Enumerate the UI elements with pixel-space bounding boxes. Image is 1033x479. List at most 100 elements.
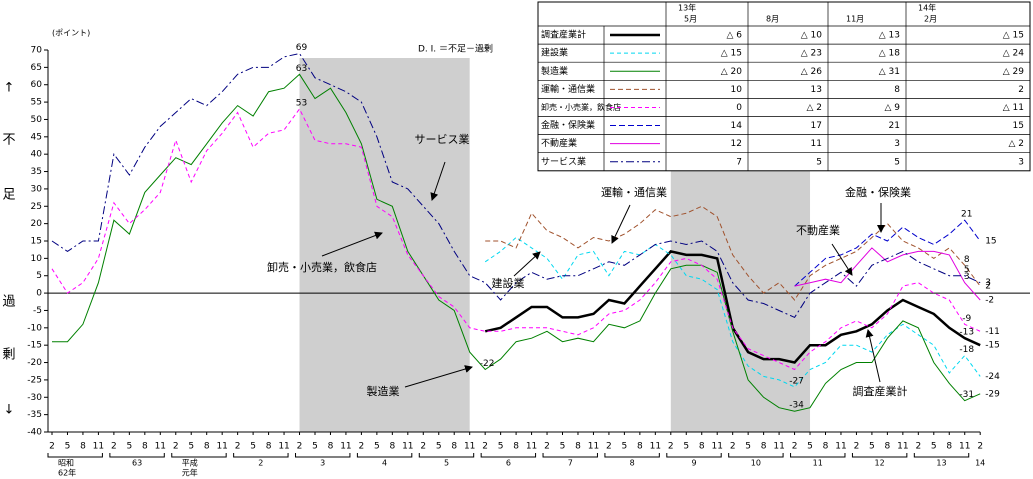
- y-tick-label: 10: [31, 254, 43, 264]
- table-cell: △ 23: [801, 49, 822, 59]
- year-label: 2: [258, 459, 263, 468]
- x-tick-label: 2: [235, 442, 241, 452]
- data-label: -29: [985, 389, 1000, 399]
- table-cell: △ 6: [726, 31, 742, 41]
- x-tick-label: 5: [931, 442, 937, 452]
- series-line: [485, 205, 981, 301]
- x-tick-label: 2: [977, 442, 983, 452]
- x-tick-label: 2: [915, 442, 921, 452]
- unit-label: (ポイント): [52, 29, 90, 38]
- table-cell: 5: [894, 157, 900, 167]
- x-tick-label: 8: [266, 442, 272, 452]
- year-bracket: [47, 453, 103, 458]
- x-tick-label: 5: [312, 442, 318, 452]
- x-tick-label: 11: [650, 442, 661, 452]
- table-cell: 8: [894, 85, 900, 95]
- table-header: 5月: [684, 15, 697, 24]
- x-tick-label: 11: [526, 442, 537, 452]
- year-label: 62年: [58, 468, 76, 478]
- x-tick-label: 5: [65, 442, 71, 452]
- legend-label: 運輸・通信業: [541, 83, 595, 95]
- data-label: -18: [959, 345, 974, 355]
- y-tick-label: -40: [27, 428, 42, 438]
- x-tick-label: 5: [250, 442, 256, 452]
- x-tick-label: 2: [544, 442, 550, 452]
- table-cell: △ 10: [801, 31, 823, 41]
- table-bg: [537, 1, 1031, 172]
- y-tick-label: 50: [31, 115, 43, 125]
- year-bracket: [542, 453, 598, 458]
- y-tick-label: 45: [31, 132, 42, 142]
- table-header: 13年: [678, 3, 696, 13]
- table-cell: 21: [889, 121, 900, 131]
- data-label: -15: [985, 341, 1000, 351]
- x-tick-label: 5: [374, 442, 380, 452]
- series-line: [794, 247, 981, 301]
- x-tick-label: 8: [451, 442, 457, 452]
- x-tick-label: 2: [730, 442, 736, 452]
- table-cell: 14: [731, 121, 743, 131]
- y-tick-label: 5: [36, 271, 42, 281]
- data-label: -11: [985, 327, 1000, 337]
- y-tick-label: -15: [27, 341, 42, 351]
- x-tick-label: 11: [897, 442, 908, 452]
- table-cell: 3: [1018, 157, 1024, 167]
- annotation-arrow: [831, 243, 853, 276]
- table-cell: △ 24: [1003, 49, 1025, 59]
- x-tick-label: 11: [216, 442, 227, 452]
- legend-label: 不動産業: [541, 137, 577, 149]
- x-tick-label: 11: [155, 442, 166, 452]
- table-header: 14年: [918, 3, 936, 13]
- legend-label: 建設業: [541, 47, 568, 59]
- table-cell: △ 13: [879, 31, 900, 41]
- x-tick-label: 2: [854, 442, 860, 452]
- table-cell: △ 15: [1003, 31, 1024, 41]
- data-label: 69: [296, 43, 308, 53]
- year-bracket: [604, 453, 660, 458]
- x-tick-label: 8: [142, 442, 148, 452]
- y-tick-label: 0: [36, 289, 42, 299]
- x-tick-label: 8: [699, 442, 705, 452]
- series-line: [51, 108, 981, 371]
- data-label: 15: [985, 237, 996, 247]
- table-cell: △ 31: [879, 67, 900, 77]
- data-label: -22: [480, 359, 495, 369]
- table-cell: △ 20: [721, 67, 743, 77]
- x-tick-label: 2: [173, 442, 179, 452]
- year-bracket: [233, 453, 289, 458]
- table-cell: 13: [811, 85, 822, 95]
- year-label: 3: [320, 459, 325, 468]
- table-cell: 7: [736, 157, 742, 167]
- x-tick-label: 8: [946, 442, 952, 452]
- x-tick-label: 8: [761, 442, 767, 452]
- year-bracket: [851, 453, 908, 458]
- y-tick-label: 30: [31, 184, 43, 194]
- x-tick-label: 5: [436, 442, 442, 452]
- x-tick-label: 2: [49, 442, 55, 452]
- x-tick-label: 11: [340, 442, 351, 452]
- x-tick-label: 11: [402, 442, 413, 452]
- annotation: サービス業: [415, 133, 470, 146]
- y-tick-label: 60: [31, 80, 43, 90]
- legend-label: 金融・保険業: [541, 119, 595, 131]
- table-cell: △ 2: [806, 103, 822, 113]
- annotation: 卸売・小売業，飲食店: [267, 260, 377, 274]
- side-label: ↑: [4, 81, 15, 96]
- table-cell: 11: [811, 139, 822, 149]
- x-tick-label: 8: [204, 442, 210, 452]
- data-label: 5: [964, 265, 970, 275]
- x-tick-label: 8: [513, 442, 519, 452]
- x-tick-label: 5: [188, 442, 194, 452]
- y-tick-label: 15: [31, 237, 42, 247]
- year-label: 10: [751, 459, 761, 468]
- x-tick-label: 8: [637, 442, 643, 452]
- data-label: -27: [789, 376, 804, 386]
- y-tick-label: -30: [27, 393, 42, 403]
- table-cell: 17: [811, 121, 822, 131]
- y-tick-label: 55: [31, 98, 42, 108]
- y-tick-label: -10: [27, 323, 42, 333]
- annotation-arrow: [321, 231, 383, 257]
- year-bracket: [171, 453, 227, 458]
- year-label: 5: [444, 459, 449, 468]
